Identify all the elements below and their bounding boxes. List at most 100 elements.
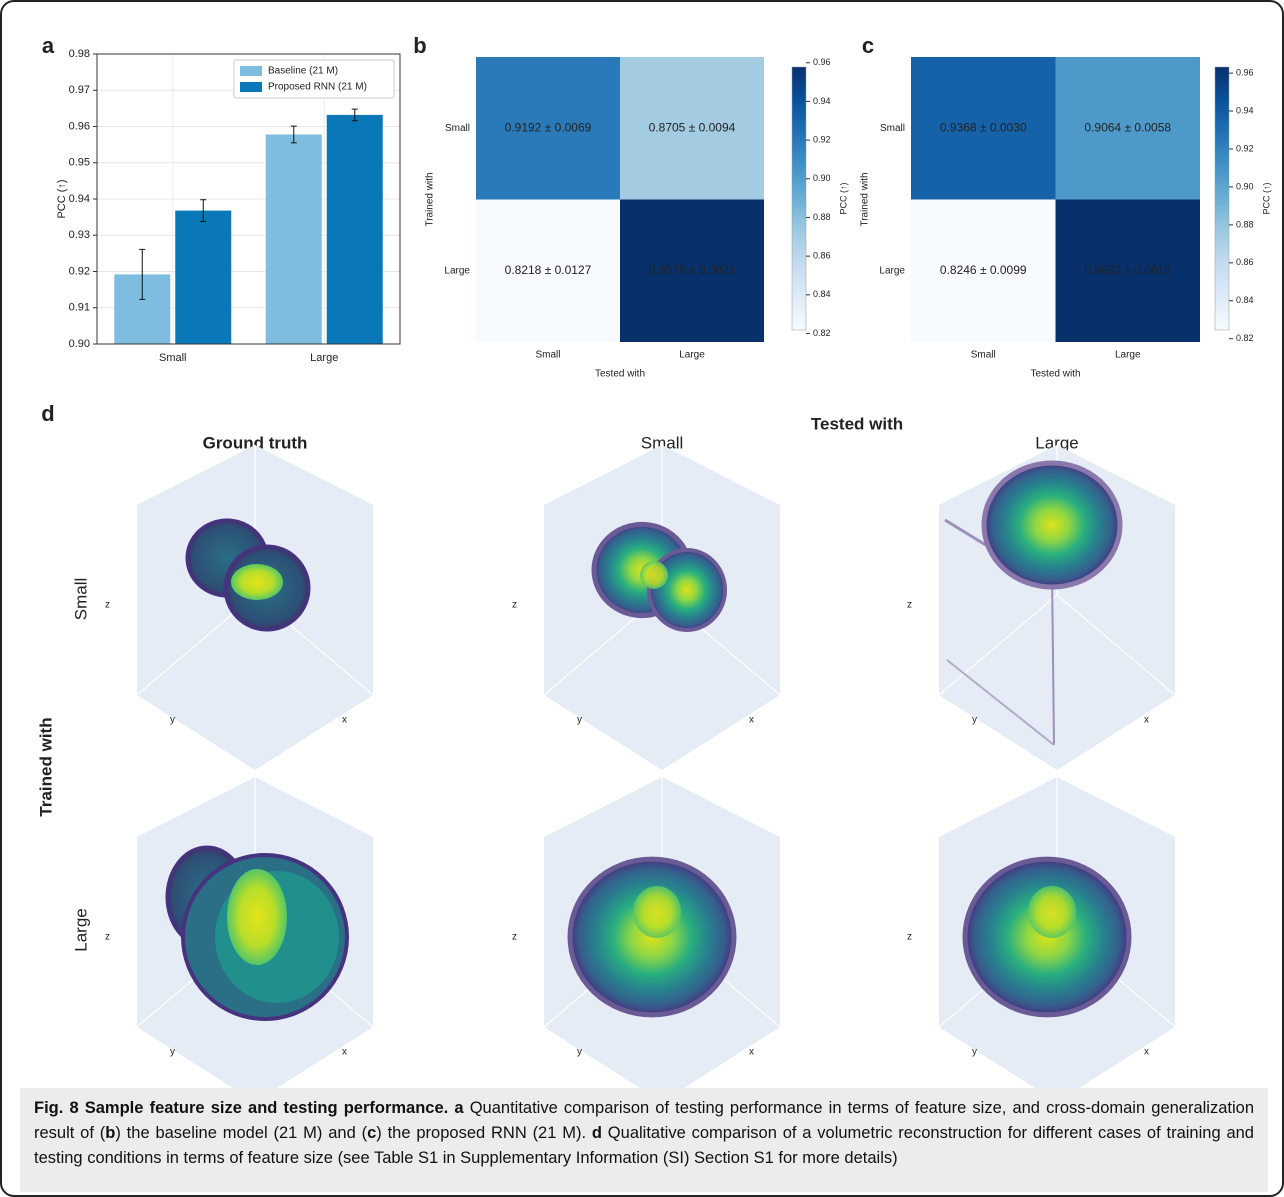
volume-render: zyx bbox=[512, 777, 780, 1088]
legend-label: Proposed RNN (21 M) bbox=[268, 82, 367, 93]
row-title: Small bbox=[71, 578, 90, 621]
panel-label: c bbox=[862, 33, 874, 58]
colorbar bbox=[1215, 67, 1229, 330]
cell-label: 0.9578 ± 0.0023 bbox=[649, 263, 736, 277]
x-tick-label: Large bbox=[310, 352, 338, 364]
panel-title: Tested with bbox=[811, 414, 903, 433]
axis-letter: x bbox=[749, 1047, 754, 1058]
colorbar-tick-label: 0.84 bbox=[1236, 295, 1254, 305]
caption-text: ) the baseline model (21 M) and ( bbox=[115, 1124, 367, 1142]
colorbar-tick-label: 0.90 bbox=[813, 173, 831, 183]
y-tick-label: 0.95 bbox=[69, 157, 90, 169]
row-group-title: Trained with bbox=[36, 717, 55, 816]
y-tick-label: 0.98 bbox=[69, 48, 90, 60]
blob bbox=[984, 463, 1120, 587]
colorbar-tick-label: 0.86 bbox=[1236, 257, 1254, 267]
x-tick-label: Large bbox=[1115, 350, 1141, 361]
axis-letter: x bbox=[749, 715, 754, 726]
colorbar-tick-label: 0.86 bbox=[813, 251, 831, 261]
colorbar-tick-label: 0.82 bbox=[1236, 333, 1254, 343]
colorbar-label: PCC (↑) bbox=[1261, 183, 1271, 215]
x-tick-label: Large bbox=[679, 350, 705, 361]
row-title: Large bbox=[71, 908, 90, 951]
caption-text: ) the proposed RNN (21 M). bbox=[376, 1124, 592, 1142]
y-axis-label: PCC (↑) bbox=[56, 179, 68, 218]
bar bbox=[175, 211, 231, 344]
y-tick-label: 0.90 bbox=[69, 338, 90, 350]
caption-text: a bbox=[454, 1099, 463, 1117]
colorbar-tick-label: 0.84 bbox=[813, 289, 831, 299]
y-tick-label: 0.96 bbox=[69, 120, 90, 132]
axis-letter: z bbox=[105, 600, 110, 611]
axis-letter: y bbox=[972, 715, 977, 726]
x-axis-label: Tested with bbox=[1030, 369, 1080, 380]
caption-text: d bbox=[592, 1124, 602, 1142]
axis-letter: x bbox=[342, 1047, 347, 1058]
y-tick-label: 0.92 bbox=[69, 265, 90, 277]
panel-label: b bbox=[413, 33, 426, 58]
colorbar bbox=[792, 67, 806, 330]
y-tick-label: Large bbox=[879, 265, 905, 276]
y-tick-label: Large bbox=[444, 265, 470, 276]
colorbar-label: PCC (↑) bbox=[838, 183, 848, 215]
cell-label: 0.8218 ± 0.0127 bbox=[505, 263, 592, 277]
colorbar-tick-label: 0.94 bbox=[1236, 105, 1254, 115]
axis-letter: x bbox=[1144, 715, 1149, 726]
axis-letter: y bbox=[170, 715, 175, 726]
blob-core bbox=[227, 869, 287, 965]
legend-swatch bbox=[240, 82, 262, 92]
axis-letter: y bbox=[577, 1047, 582, 1058]
cell-label: 0.8705 ± 0.0094 bbox=[649, 120, 736, 134]
axis-letter: x bbox=[342, 715, 347, 726]
axis-letter: z bbox=[907, 600, 912, 611]
volume-render: z y x bbox=[512, 445, 780, 770]
caption-text: Fig. 8 Sample feature size and testing p… bbox=[34, 1099, 448, 1117]
axis-letter: z bbox=[907, 932, 912, 943]
colorbar-tick-label: 0.88 bbox=[1236, 219, 1254, 229]
figure-graphics: a b c d Tested with Ground truth Small L… bbox=[2, 2, 1284, 1088]
caption-text: c bbox=[367, 1124, 376, 1142]
bar bbox=[327, 115, 383, 344]
x-tick-label: Small bbox=[535, 350, 560, 361]
colorbar-tick-label: 0.82 bbox=[813, 328, 831, 338]
x-axis-label: Tested with bbox=[595, 369, 645, 380]
colorbar-tick-label: 0.90 bbox=[1236, 181, 1254, 191]
colorbar-tick-label: 0.92 bbox=[813, 134, 831, 144]
cell-label: 0.9368 ± 0.0030 bbox=[940, 120, 1027, 134]
caption: Fig. 8 Sample feature size and testing p… bbox=[20, 1088, 1268, 1192]
legend-swatch bbox=[240, 66, 262, 76]
caption-text: b bbox=[105, 1124, 115, 1142]
cell-label: 0.9632 ± 0.0016 bbox=[1084, 263, 1171, 277]
y-tick-label: Small bbox=[445, 123, 470, 134]
volume-render: z y x bbox=[907, 445, 1175, 770]
y-axis-label: Trained with bbox=[860, 172, 871, 226]
axis-letter: z bbox=[512, 600, 517, 611]
axis-letter: x bbox=[1144, 1047, 1149, 1058]
blob-core bbox=[640, 561, 668, 589]
blob-core bbox=[633, 886, 681, 938]
colorbar-tick-label: 0.94 bbox=[813, 96, 831, 106]
colorbar-tick-label: 0.96 bbox=[813, 57, 831, 67]
y-tick-label: 0.94 bbox=[69, 193, 90, 205]
axis-letter: y bbox=[170, 1047, 175, 1058]
colorbar-tick-label: 0.92 bbox=[1236, 143, 1254, 153]
colorbar-tick-label: 0.88 bbox=[813, 212, 831, 222]
blob bbox=[649, 550, 725, 630]
cell-label: 0.9064 ± 0.0058 bbox=[1084, 120, 1171, 134]
blob-core bbox=[1028, 886, 1076, 938]
axis-letter: z bbox=[105, 932, 110, 943]
panel-label: d bbox=[41, 401, 54, 426]
volume-render: z y x bbox=[105, 777, 373, 1088]
bar bbox=[266, 134, 322, 344]
cell-label: 0.9192 ± 0.0069 bbox=[505, 120, 592, 134]
x-tick-label: Small bbox=[971, 350, 996, 361]
axis-letter: y bbox=[577, 715, 582, 726]
panel-label: a bbox=[42, 33, 55, 58]
colorbar-tick-label: 0.96 bbox=[1236, 67, 1254, 77]
volume-render: z y x bbox=[105, 445, 373, 770]
blob-core bbox=[231, 564, 283, 600]
cell-label: 0.8246 ± 0.0099 bbox=[940, 263, 1027, 277]
x-tick-label: Small bbox=[159, 352, 187, 364]
y-tick-label: 0.97 bbox=[69, 84, 90, 96]
y-axis-label: Trained with bbox=[425, 172, 436, 226]
